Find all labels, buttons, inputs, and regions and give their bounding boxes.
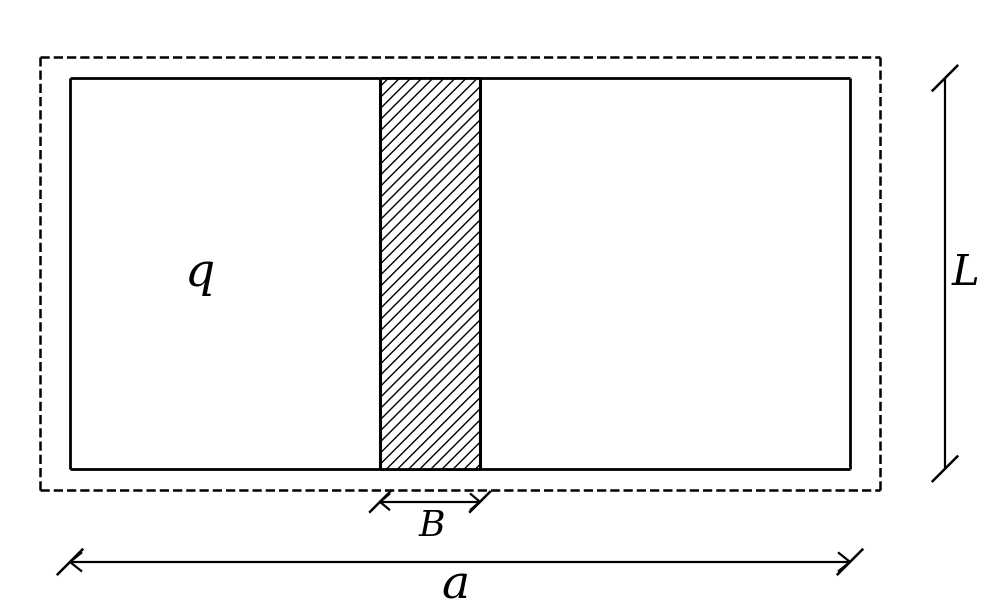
Bar bbox=[380, 78, 480, 469]
Text: B: B bbox=[419, 509, 445, 543]
Text: L: L bbox=[951, 252, 979, 294]
Text: a: a bbox=[441, 563, 469, 601]
Text: q: q bbox=[185, 251, 215, 296]
